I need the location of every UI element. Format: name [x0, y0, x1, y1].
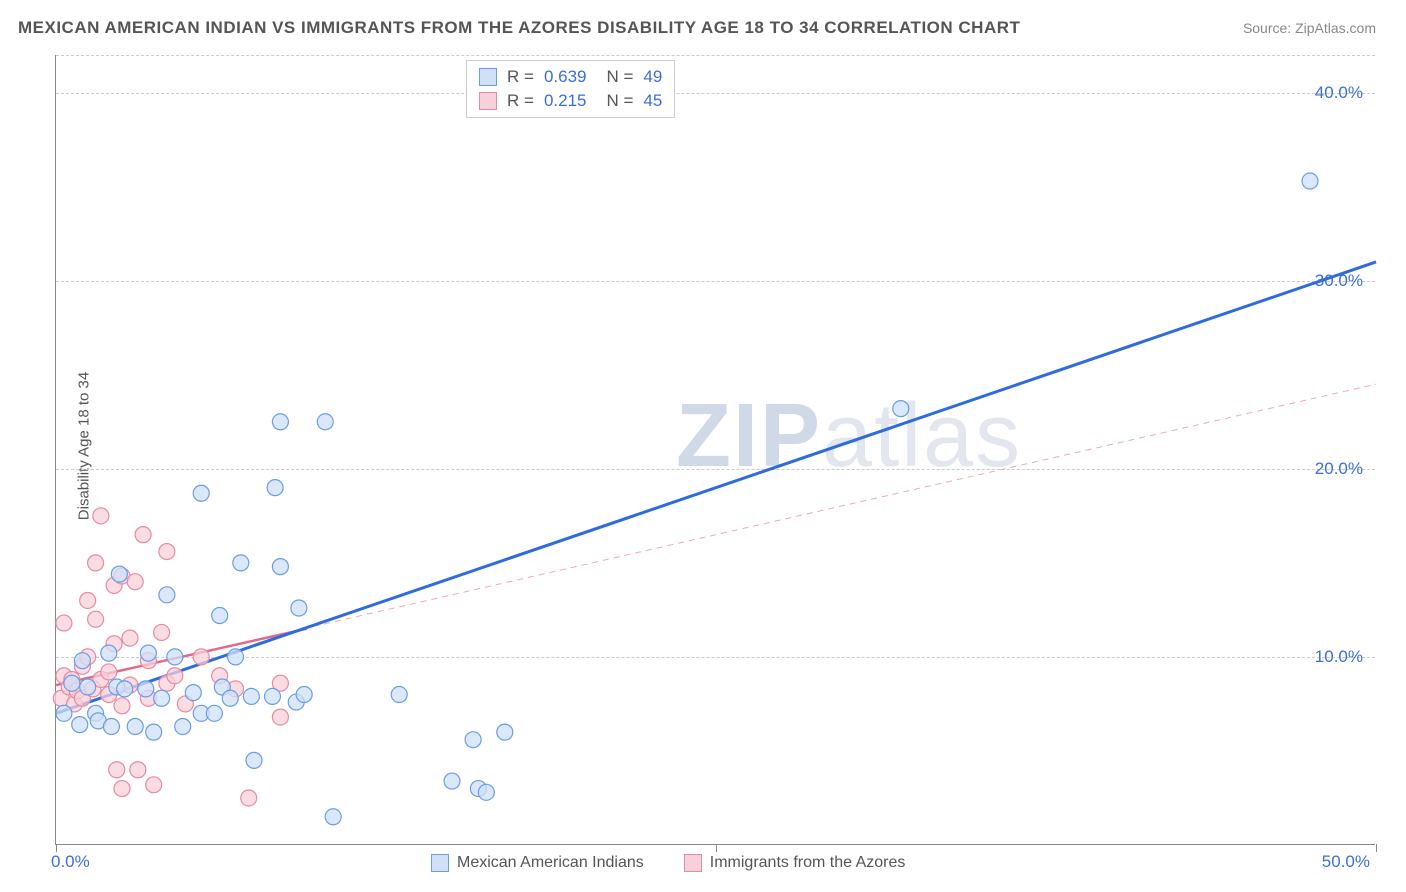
point-blue	[317, 414, 333, 430]
point-blue	[497, 724, 513, 740]
stats-box: R = 0.639 N = 49 R = 0.215 N = 45	[466, 60, 675, 118]
point-blue	[233, 555, 249, 571]
stats-n-label: N =	[606, 91, 633, 111]
point-pink	[127, 574, 143, 590]
point-pink	[193, 649, 209, 665]
point-blue	[159, 587, 175, 603]
point-pink	[80, 592, 96, 608]
point-blue	[222, 690, 238, 706]
point-blue	[154, 690, 170, 706]
point-blue	[465, 732, 481, 748]
trend-line	[56, 262, 1376, 713]
point-blue	[140, 645, 156, 661]
point-blue	[127, 719, 143, 735]
point-pink	[146, 777, 162, 793]
point-blue	[206, 705, 222, 721]
point-blue	[193, 485, 209, 501]
point-blue	[296, 687, 312, 703]
x-tick	[1376, 844, 1377, 852]
point-blue	[72, 717, 88, 733]
point-blue	[212, 608, 228, 624]
source-label: Source: ZipAtlas.com	[1243, 20, 1376, 36]
point-pink	[130, 762, 146, 778]
point-pink	[272, 709, 288, 725]
stats-r-label: R =	[507, 91, 534, 111]
stats-row: R = 0.639 N = 49	[479, 65, 662, 89]
point-pink	[114, 781, 130, 797]
legend-swatch-blue	[431, 854, 449, 872]
point-blue	[111, 566, 127, 582]
point-blue	[272, 414, 288, 430]
point-blue	[391, 687, 407, 703]
stats-swatch-pink	[479, 92, 497, 110]
point-pink	[167, 668, 183, 684]
point-blue	[228, 649, 244, 665]
point-pink	[93, 508, 109, 524]
point-blue	[264, 688, 280, 704]
x-tick	[716, 844, 717, 852]
point-pink	[135, 527, 151, 543]
point-pink	[109, 762, 125, 778]
point-pink	[56, 615, 72, 631]
point-blue	[138, 681, 154, 697]
stats-n-value: 45	[643, 91, 662, 111]
point-blue	[1302, 173, 1318, 189]
stats-r-label: R =	[507, 67, 534, 87]
legend-label: Mexican American Indians	[457, 854, 644, 872]
point-pink	[88, 555, 104, 571]
point-blue	[272, 559, 288, 575]
legend-swatch-pink	[684, 854, 702, 872]
stats-r-value: 0.215	[544, 91, 587, 111]
stats-row: R = 0.215 N = 45	[479, 89, 662, 113]
point-blue	[103, 719, 119, 735]
point-blue	[893, 401, 909, 417]
chart-title: MEXICAN AMERICAN INDIAN VS IMMIGRANTS FR…	[18, 18, 1020, 38]
legend-item: Immigrants from the Azores	[684, 854, 906, 872]
legend-item: Mexican American Indians	[431, 854, 644, 872]
x-tick	[56, 844, 57, 852]
point-pink	[159, 544, 175, 560]
stats-n-label: N =	[606, 67, 633, 87]
legend-label: Immigrants from the Azores	[710, 854, 906, 872]
point-blue	[246, 752, 262, 768]
point-blue	[243, 688, 259, 704]
stats-swatch-blue	[479, 68, 497, 86]
y-tick-label: 20.0%	[1315, 459, 1363, 479]
stats-n-value: 49	[643, 67, 662, 87]
y-tick-label: 30.0%	[1315, 271, 1363, 291]
point-blue	[267, 480, 283, 496]
point-pink	[114, 698, 130, 714]
x-tick-label: 50.0%	[1322, 852, 1370, 872]
point-pink	[122, 630, 138, 646]
y-tick-label: 10.0%	[1315, 647, 1363, 667]
point-blue	[167, 649, 183, 665]
point-blue	[146, 724, 162, 740]
point-blue	[117, 681, 133, 697]
point-blue	[291, 600, 307, 616]
y-tick-label: 40.0%	[1315, 83, 1363, 103]
point-blue	[56, 705, 72, 721]
point-blue	[175, 719, 191, 735]
stats-r-value: 0.639	[544, 67, 587, 87]
point-pink	[88, 611, 104, 627]
point-pink	[154, 624, 170, 640]
point-pink	[101, 664, 117, 680]
chart-svg	[56, 55, 1375, 844]
legend-bottom: Mexican American Indians Immigrants from…	[431, 854, 905, 872]
point-pink	[241, 790, 257, 806]
point-blue	[444, 773, 460, 789]
point-blue	[478, 784, 494, 800]
point-blue	[325, 809, 341, 825]
plot-area: ZIPatlas R = 0.639 N = 49 R = 0.215 N = …	[55, 55, 1375, 845]
point-blue	[80, 679, 96, 695]
x-tick-label: 0.0%	[51, 852, 90, 872]
point-blue	[185, 685, 201, 701]
point-blue	[74, 653, 90, 669]
point-blue	[64, 675, 80, 691]
point-blue	[101, 645, 117, 661]
